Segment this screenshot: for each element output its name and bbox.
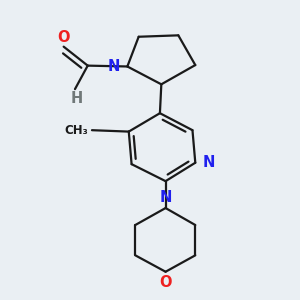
Text: H: H xyxy=(70,91,82,106)
Text: N: N xyxy=(108,59,120,74)
Text: O: O xyxy=(57,30,70,45)
Text: O: O xyxy=(159,274,172,290)
Text: N: N xyxy=(159,190,172,205)
Text: N: N xyxy=(202,155,215,170)
Text: CH₃: CH₃ xyxy=(64,124,88,137)
